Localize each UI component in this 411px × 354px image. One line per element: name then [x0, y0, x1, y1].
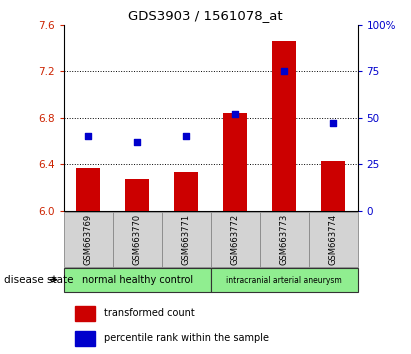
Text: GSM663772: GSM663772	[231, 214, 240, 266]
Point	[330, 120, 336, 126]
Point	[85, 133, 92, 139]
Text: GSM663771: GSM663771	[182, 214, 191, 266]
Text: normal healthy control: normal healthy control	[82, 275, 193, 285]
Bar	[64, 268, 210, 292]
Text: GSM663774: GSM663774	[328, 214, 337, 266]
Bar	[125, 179, 150, 211]
Text: GDS3903 / 1561078_at: GDS3903 / 1561078_at	[128, 9, 283, 22]
Text: intracranial arterial aneurysm: intracranial arterial aneurysm	[226, 275, 342, 285]
Text: GSM663770: GSM663770	[133, 214, 142, 266]
Bar	[211, 268, 358, 292]
Bar	[223, 113, 247, 211]
Bar	[211, 212, 260, 267]
Bar	[76, 168, 100, 211]
Bar	[174, 172, 199, 211]
Text: disease state: disease state	[4, 275, 74, 285]
Text: percentile rank within the sample: percentile rank within the sample	[104, 333, 269, 343]
Point	[183, 133, 189, 139]
Bar	[309, 212, 358, 267]
Bar	[64, 212, 113, 267]
Bar	[162, 212, 211, 267]
Text: transformed count: transformed count	[104, 308, 194, 318]
Point	[134, 139, 141, 145]
Text: GSM663773: GSM663773	[279, 214, 289, 266]
Bar	[272, 41, 296, 211]
Bar	[321, 161, 345, 211]
Point	[281, 68, 287, 74]
Text: GSM663769: GSM663769	[84, 214, 93, 266]
Point	[232, 111, 238, 117]
Bar	[113, 212, 162, 267]
Bar	[76, 331, 95, 346]
Bar	[76, 306, 95, 321]
Bar	[260, 212, 309, 267]
